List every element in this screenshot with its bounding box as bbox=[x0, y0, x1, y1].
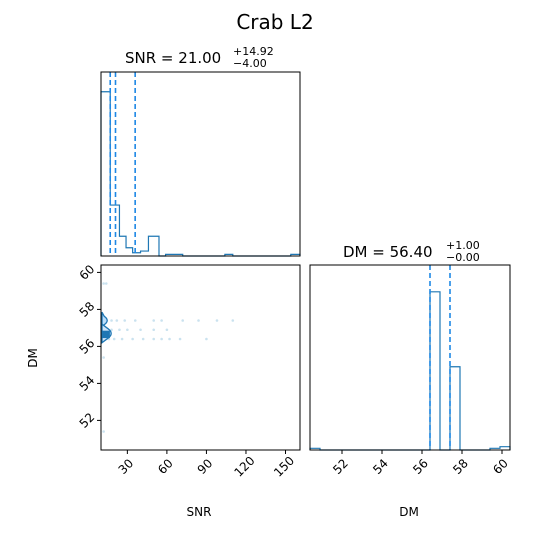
snr-title-minus: −4.00 bbox=[233, 57, 267, 70]
dm-y-tick-label: 56 bbox=[77, 336, 98, 357]
joint-scatter-point bbox=[133, 319, 137, 322]
joint-scatter-point bbox=[231, 319, 235, 322]
joint-scatter-point bbox=[118, 328, 121, 332]
joint-scatter-point bbox=[102, 356, 105, 359]
joint-scatter-point bbox=[102, 282, 105, 285]
dm-x-tick-label: 58 bbox=[450, 456, 471, 477]
snr-panel-title: SNR = 21.00 bbox=[125, 49, 221, 67]
snr-x-tick-label: 90 bbox=[195, 456, 216, 477]
dm-title-plus: +1.00 bbox=[446, 239, 480, 252]
figure-title: Crab L2 bbox=[236, 10, 313, 34]
snr-histogram-step bbox=[100, 91, 301, 257]
dm-y-tick-label: 54 bbox=[77, 373, 98, 394]
x-axis-label-dm: DM bbox=[399, 505, 419, 519]
joint-panel: 30 60 90 120 150 52 54 56 58 60 bbox=[77, 262, 301, 480]
joint-scatter-point bbox=[126, 328, 129, 332]
joint-scatter-point bbox=[102, 430, 105, 433]
joint-scatter-point bbox=[152, 319, 156, 322]
joint-frame bbox=[100, 264, 301, 451]
joint-scatter-point bbox=[168, 337, 171, 341]
snr-x-tick-label: 30 bbox=[116, 456, 137, 477]
dm-y-tick-label: 52 bbox=[77, 410, 98, 431]
joint-scatter-point bbox=[104, 282, 108, 285]
dm-histogram-step bbox=[309, 291, 511, 451]
dm-x-tick-label: 60 bbox=[490, 456, 511, 477]
dm-title-minus: −0.00 bbox=[446, 251, 480, 264]
snr-title-plus: +14.92 bbox=[233, 45, 274, 58]
x-axis-label-snr: SNR bbox=[187, 505, 212, 519]
snr-title-main: SNR = 21.00 bbox=[125, 49, 221, 67]
joint-scatter-point bbox=[110, 319, 113, 322]
joint-scatter-point bbox=[152, 328, 156, 332]
joint-scatter-point bbox=[131, 337, 134, 341]
joint-scatter-point bbox=[110, 328, 113, 332]
joint-scatter-point bbox=[152, 337, 156, 341]
joint-contour-core bbox=[102, 330, 110, 339]
dm-x-tick-label: 54 bbox=[370, 456, 391, 477]
joint-scatter-point bbox=[197, 319, 200, 322]
joint-scatter-point bbox=[160, 319, 163, 322]
dm-marginal-frame bbox=[309, 264, 511, 451]
dm-x-tick-label: 52 bbox=[330, 456, 351, 477]
joint-scatter-point bbox=[115, 319, 119, 322]
snr-marginal-frame bbox=[100, 71, 301, 257]
joint-scatter-point bbox=[139, 328, 142, 332]
joint-scatter-point bbox=[165, 328, 169, 332]
joint-scatter-point bbox=[178, 337, 182, 341]
dm-marginal-panel: DM = 56.40 +1.00 −0.00 52 54 56 58 60 bbox=[309, 239, 511, 477]
snr-marginal-panel: SNR = 21.00 +14.92 −4.00 bbox=[100, 45, 301, 257]
joint-scatter-point bbox=[112, 337, 116, 341]
snr-x-tick-label: 60 bbox=[155, 456, 176, 477]
dm-y-tick-label: 60 bbox=[77, 262, 98, 283]
snr-x-tick-label: 150 bbox=[271, 454, 297, 480]
joint-scatter-point bbox=[181, 319, 185, 322]
dm-title-main: DM = 56.40 bbox=[343, 243, 433, 261]
snr-x-tick-label: 120 bbox=[232, 454, 258, 480]
dm-y-tick-label: 58 bbox=[77, 299, 98, 320]
dm-x-tick-label: 56 bbox=[410, 456, 431, 477]
joint-scatter-point bbox=[205, 337, 208, 341]
joint-scatter-point bbox=[120, 337, 124, 341]
y-axis-label-dm: DM bbox=[26, 348, 40, 368]
joint-scatter-point bbox=[141, 337, 145, 341]
joint-scatter-point bbox=[215, 319, 219, 322]
joint-scatter-point bbox=[123, 319, 127, 322]
joint-scatter-point bbox=[160, 337, 163, 341]
